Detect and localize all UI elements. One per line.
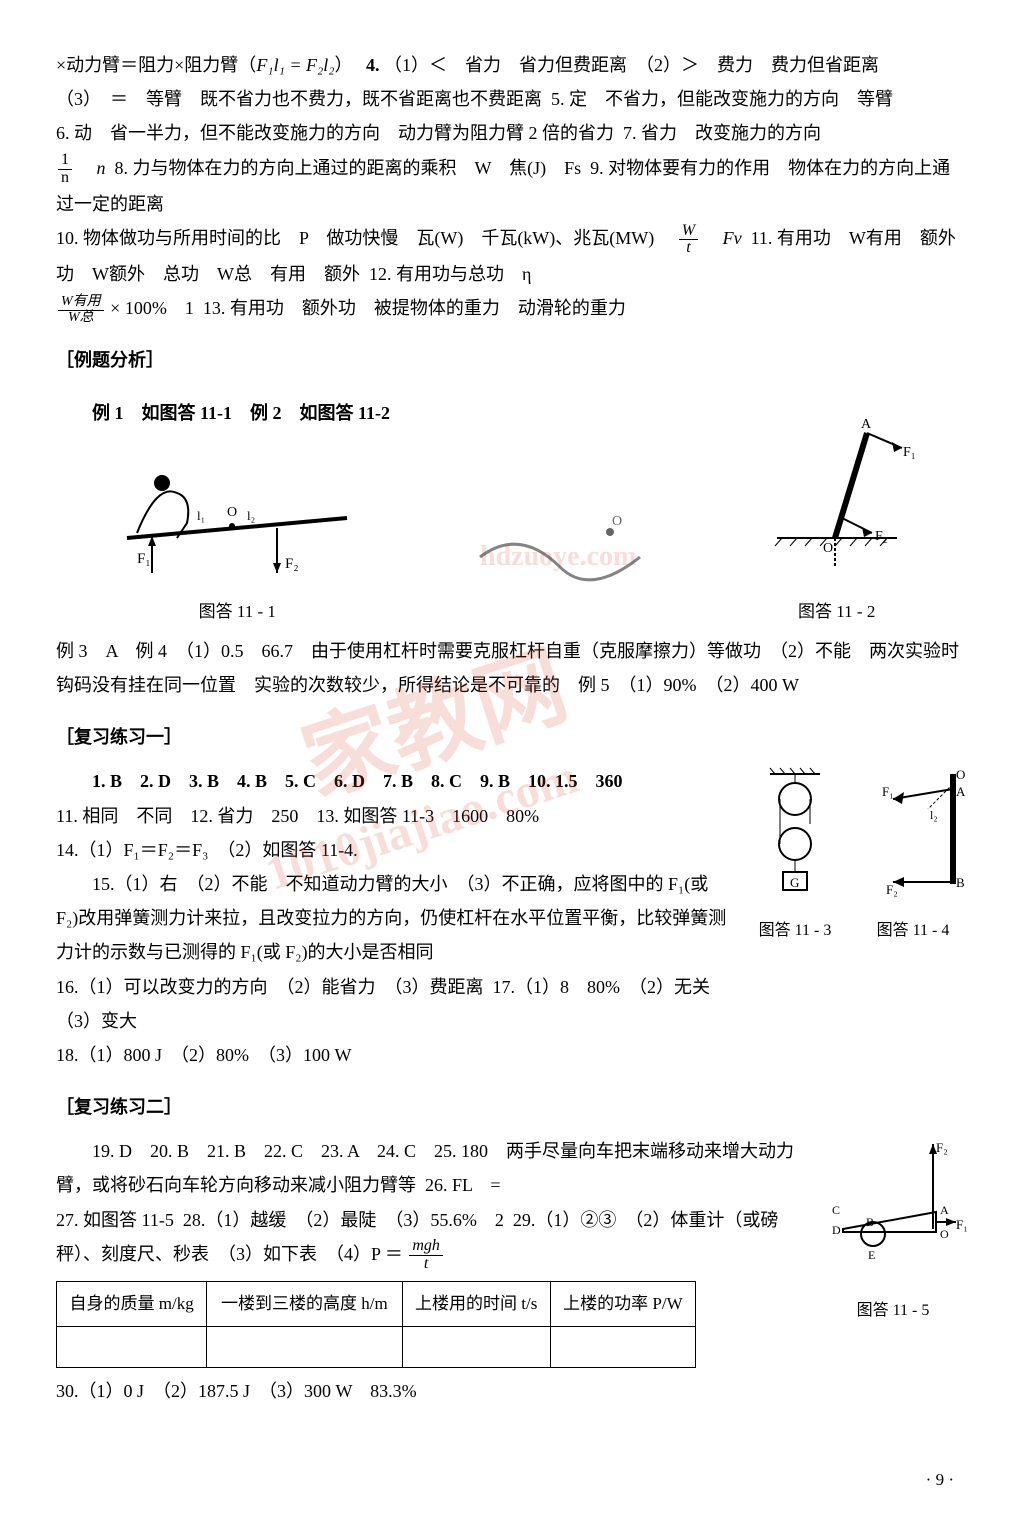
figure-11-3: G 图答 11 - 3 — [750, 764, 840, 946]
svg-text:O: O — [823, 541, 833, 556]
section-examples-head: ［例题分析］ — [56, 343, 968, 377]
svg-text:A: A — [940, 1203, 949, 1217]
figure-11-4: O F₁ A l₂ B F₂ 图答 11 - 4 — [858, 764, 968, 946]
fig-11-2-svg: A F₁ F₂ O — [757, 418, 917, 578]
figure-middle-noise: O — [470, 477, 654, 628]
svg-text:O: O — [940, 1227, 949, 1241]
table-header-cell: 上楼用的时间 t/s — [402, 1282, 550, 1327]
svg-text:A: A — [861, 418, 872, 432]
svg-text:l₂: l₂ — [247, 508, 255, 523]
p1-q16: 16.（1）可以改变力的方向 （2）能省力 （3）费距离 — [56, 977, 484, 997]
svg-text:G: G — [790, 875, 799, 890]
table-row: 自身的质量 m/kg 一楼到三楼的高度 h/m 上楼用的时间 t/s 上楼的功率… — [57, 1282, 696, 1327]
p2-q28: 28.（1）越缓 （2）最陡 （3）55.6% 2 — [183, 1210, 504, 1230]
svg-text:F₁: F₁ — [903, 445, 916, 460]
q6-text: 6. 动 省一半力，但不能改变施力的方向 动力臂为阻力臂 2 倍的省力 — [56, 123, 614, 143]
fig-noise-svg: O — [470, 477, 650, 617]
svg-text:O: O — [227, 505, 237, 520]
fraction-num: W有用 — [58, 295, 104, 311]
table-row — [57, 1327, 696, 1368]
svg-text:B: B — [866, 1215, 874, 1229]
svg-text:O: O — [612, 514, 622, 529]
fraction-num: mgh — [409, 1238, 443, 1256]
p2-q30: 30.（1）0 J （2）187.5 J （3）300 W 83.3% — [56, 1374, 798, 1408]
svg-text:O: O — [956, 767, 965, 782]
section-practice2-head: ［复习练习二］ — [56, 1090, 968, 1124]
p1-q15: 15.（1）右 （2）不能 不知道动力臂的大小 （3）不正确，应将图中的 F₁(… — [56, 867, 730, 970]
p2-q27: 27. 如图答 11-5 — [56, 1210, 174, 1230]
svg-text:F₂: F₂ — [875, 529, 888, 544]
data-table: 自身的质量 m/kg 一楼到三楼的高度 h/m 上楼用的时间 t/s 上楼的功率… — [56, 1281, 696, 1368]
q7-text: 7. 省力 改变施力的方向 — [623, 123, 821, 143]
page-number: · 9 · — [926, 1464, 954, 1496]
table-header-cell: 上楼的功率 P/W — [550, 1282, 695, 1327]
fraction-den: n — [58, 170, 72, 187]
figure-row-1: F₁ F₂ l₁ l₂ O 图答 11 - 1 O — [56, 458, 968, 628]
q12-text-b: × 100% 1 — [110, 298, 194, 318]
example-1-2-text: 例 1 如图答 11-1 例 2 如图答 11-2 — [92, 403, 390, 423]
svg-text:F₂: F₂ — [886, 882, 898, 897]
figure-11-4-caption: 图答 11 - 4 — [858, 916, 968, 946]
figure-11-5-caption: 图答 11 - 5 — [818, 1296, 968, 1326]
q4-part1: （1）＜ 省力 省力但费距离 — [384, 55, 627, 75]
svg-text:F₂: F₂ — [285, 556, 299, 572]
example-3-5-text: 例 3 A 例 4 （1）0.5 66.7 由于使用杠杆时需要克服杠杆自重（克服… — [56, 634, 968, 702]
svg-text:l₂: l₂ — [930, 808, 938, 822]
fraction-den: t — [409, 1256, 443, 1273]
q8-text: 8. 力与物体在力的方向上通过的距离的乘积 W 焦(J) Fs — [115, 158, 582, 178]
text-segment: ×动力臂＝阻力×阻力臂（ — [56, 55, 256, 75]
table-cell — [207, 1327, 402, 1368]
figure-11-2-caption: 图答 11 - 2 — [757, 596, 917, 628]
practice2-block: 19. D 20. B 21. B 22. C 23. A 24. C 25. … — [56, 1134, 968, 1408]
fraction-1-over-n: 1n — [58, 152, 72, 187]
table-cell — [57, 1327, 207, 1368]
q13-text: 13. 有用功 额外功 被提物体的重力 动滑轮的重力 — [203, 298, 626, 318]
q4-lead: 4. — [366, 55, 380, 75]
svg-text:F₁: F₁ — [956, 1217, 968, 1232]
p1-line1b: 11. 相同 不同 12. 省力 250 13. 如图答 11-3 1600 8… — [56, 806, 539, 826]
practice1-block: 1. B 2. D 3. B 4. B 5. C 6. D 7. B 8. C … — [56, 764, 968, 1072]
table-header-cell: 一楼到三楼的高度 h/m — [207, 1282, 402, 1327]
svg-text:E: E — [868, 1248, 875, 1262]
formula-text: F₁l₁ = F₂l₂ — [256, 55, 334, 75]
svg-text:A: A — [956, 784, 966, 799]
q10-text-a: 10. 物体做功与所用时间的比 P 做功快慢 瓦(W) 千瓦(kW)、兆瓦(MW… — [56, 228, 672, 248]
svg-text:C: C — [832, 1203, 840, 1217]
figure-11-3-caption: 图答 11 - 3 — [750, 916, 840, 946]
q4-part2: （2）＞ 费力 费力但省距离 — [636, 55, 879, 75]
fraction-den: W总 — [58, 311, 104, 326]
fraction-num: W — [679, 223, 698, 241]
table-cell — [402, 1327, 550, 1368]
table-header-cell: 自身的质量 m/kg — [57, 1282, 207, 1327]
svg-text:l₁: l₁ — [197, 508, 205, 523]
svg-text:D: D — [832, 1223, 841, 1237]
q4-part3: （3） ＝ 等臂 既不省力也不费力，既不省距离也不费距离 — [56, 89, 542, 109]
fraction-num: 1 — [58, 152, 72, 170]
fig-11-1-svg: F₁ F₂ l₁ l₂ O — [107, 428, 367, 578]
figure-11-5: F₂ F₁ A O C D B E 图答 11 - 5 — [818, 1134, 968, 1326]
fraction-den: t — [679, 240, 698, 257]
answers-top-block: ×动力臂＝阻力×阻力臂（F₁l₁ = F₂l₂） 4. （1）＜ 省力 省力但费… — [56, 48, 968, 325]
fraction-eta: W有用W总 — [58, 295, 104, 325]
p1-q14: 14.（1）F₁＝F₂＝F₃ （2）如图答 11-4. — [56, 840, 358, 860]
p1-line1: 1. B 2. D 3. B 4. B 5. C 6. D 7. B 8. C … — [92, 771, 623, 791]
svg-text:B: B — [956, 875, 965, 890]
p2-q26: 26. FL = — [425, 1175, 501, 1195]
p1-q18: 18.（1）800 J （2）80% （3）100 W — [56, 1045, 352, 1065]
fraction-mgh-over-t: mght — [409, 1238, 443, 1273]
q5-text: 5. 定 不省力，但能改变施力的方向 等臂 — [551, 89, 893, 109]
figure-11-2: A F₁ F₂ O 图答 11 - 2 — [757, 418, 917, 628]
table-cell — [550, 1327, 695, 1368]
section-practice1-head: ［复习练习一］ — [56, 720, 968, 754]
svg-text:F₁: F₁ — [882, 784, 894, 799]
q10-text-b: Fv — [705, 228, 742, 248]
figure-11-1: F₁ F₂ l₁ l₂ O 图答 11 - 1 — [107, 428, 367, 628]
n-text: n — [79, 158, 106, 178]
svg-text:F₁: F₁ — [137, 551, 151, 567]
fraction-W-over-t: Wt — [679, 223, 698, 258]
q12-text-a: 12. 有用功与总功 η — [369, 264, 549, 284]
text-segment: ） — [334, 55, 352, 75]
svg-text:F₂: F₂ — [936, 1140, 948, 1155]
figure-11-1-caption: 图答 11 - 1 — [107, 596, 367, 628]
